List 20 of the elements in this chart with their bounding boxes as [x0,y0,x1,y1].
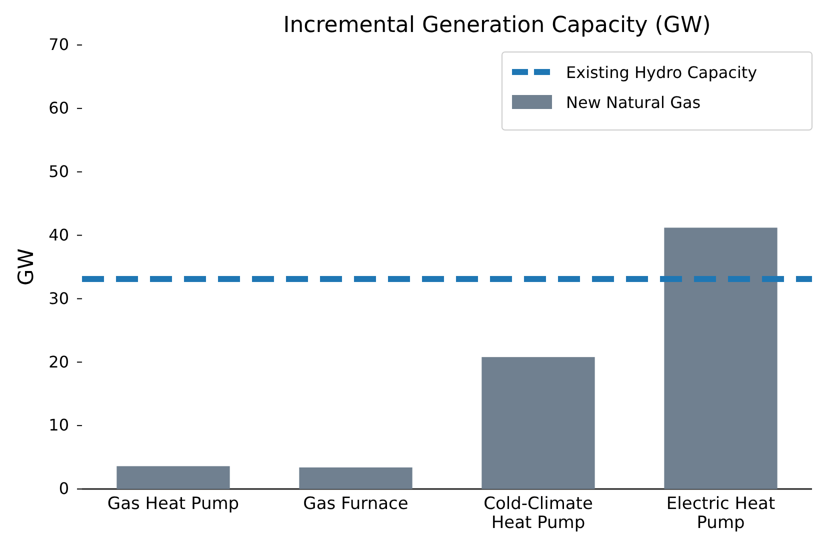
y-tick-label: 40 [48,225,69,244]
y-tick-label: 10 [48,416,69,435]
x-tick-label: Electric Heat Pump [666,494,776,533]
x-tick-label: Gas Furnace [303,494,408,514]
legend-label: New Natural Gas [566,93,701,112]
y-tick-label: 50 [48,162,69,181]
legend-label: Existing Hydro Capacity [566,63,758,82]
y-tick-label: 70 [48,35,69,54]
x-tick-label: Gas Heat Pump [107,494,240,514]
bar [482,357,595,489]
y-tick-label: 0 [58,479,69,498]
y-tick-label: 30 [48,288,69,308]
bar [299,467,412,489]
x-tick-label: Cold-Climate Heat Pump [484,494,593,533]
bar [116,466,230,489]
bar [664,228,778,489]
chart-title: Incremental Generation Capacity (GW) [283,13,711,38]
y-axis-title: GW [14,248,38,286]
y-tick-label: 20 [48,352,69,372]
y-tick-label: 60 [48,98,69,118]
